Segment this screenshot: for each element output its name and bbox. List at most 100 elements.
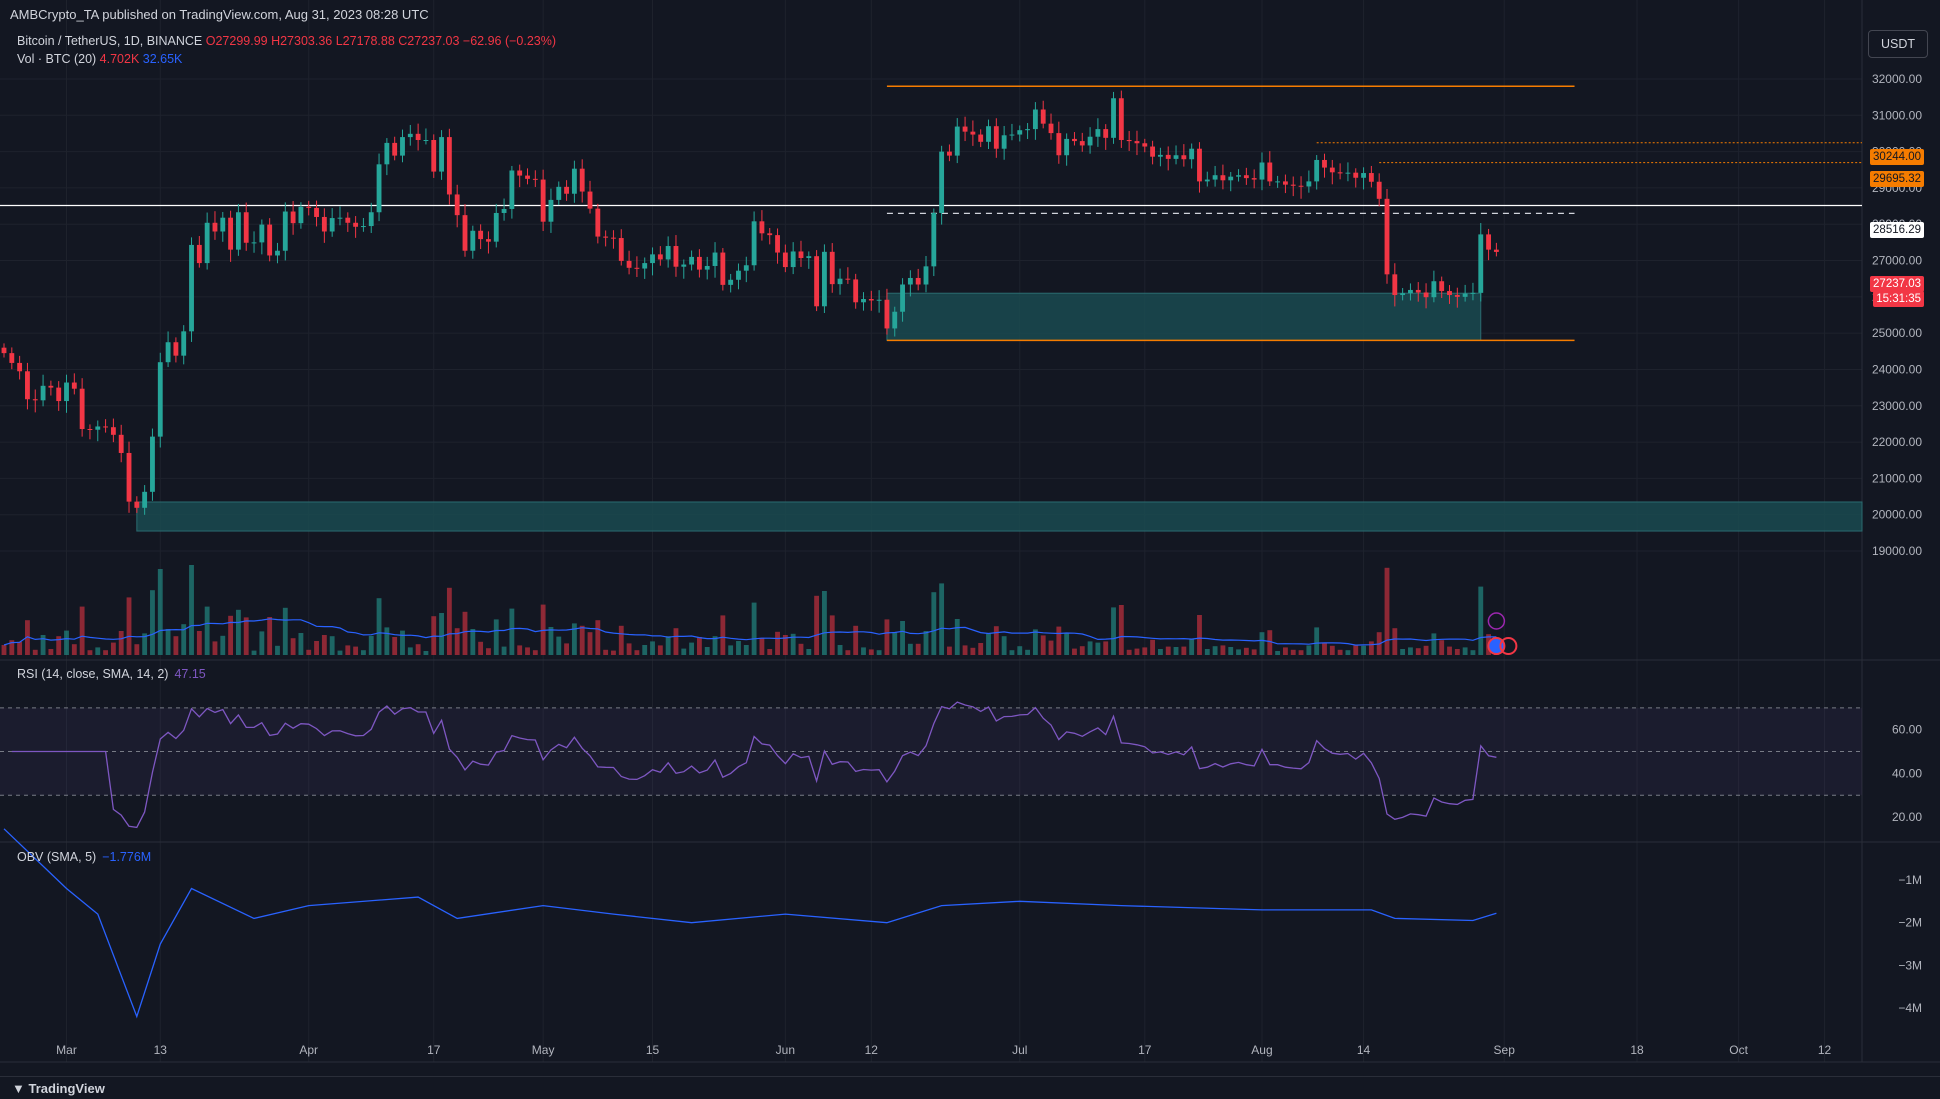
volume-bar [79, 606, 85, 655]
volume-bar [1408, 647, 1413, 655]
candle [822, 251, 827, 307]
candle [95, 426, 101, 430]
volume-bar [1329, 645, 1335, 655]
volume-bar [736, 641, 741, 655]
candle [1423, 292, 1429, 298]
candle [915, 277, 921, 285]
candle [87, 429, 93, 431]
candle [1072, 138, 1077, 142]
candle [1290, 184, 1296, 186]
volume-bar [603, 649, 609, 655]
volume-bar [1064, 633, 1070, 655]
currency-button[interactable]: USDT [1868, 30, 1928, 58]
volume-bar [1353, 645, 1359, 655]
candle [1228, 176, 1234, 181]
price-tick: 31000.00 [1872, 108, 1922, 122]
candle [345, 217, 351, 223]
volume-bar [876, 650, 882, 655]
volume-bar [1392, 628, 1398, 655]
candle [829, 251, 835, 285]
candle [1197, 148, 1202, 182]
candle [681, 264, 687, 267]
tradingview-logo[interactable]: ▼ TradingView [12, 1081, 105, 1096]
candle [1103, 129, 1109, 138]
candle [1025, 129, 1030, 131]
volume-bar [157, 569, 163, 655]
obv-tick: −3M [1898, 958, 1922, 972]
volume-bar [1431, 633, 1437, 655]
volume-bar [743, 645, 749, 655]
volume-bar [1439, 640, 1445, 655]
candle [282, 211, 288, 251]
candle [798, 251, 804, 258]
volume-bar [64, 630, 69, 655]
candle [1353, 172, 1359, 178]
candle [71, 382, 77, 389]
candle [110, 427, 116, 435]
candle [243, 212, 249, 243]
candle [1181, 155, 1187, 160]
volume-bar [337, 650, 343, 655]
candle [103, 426, 108, 428]
candle [48, 385, 54, 388]
volume-bar [1181, 646, 1187, 655]
candle [712, 252, 718, 266]
candle [868, 299, 874, 301]
volume-bar [900, 621, 905, 655]
volume-label: Vol · BTC (20) [17, 52, 97, 66]
countdown-label: 15:31:35 [1873, 291, 1924, 307]
date-tick: Sep [1494, 1043, 1516, 1057]
symbol-legend: Bitcoin / TetherUS, 1D, BINANCE O27299.9… [17, 34, 556, 48]
volume-bar [32, 649, 38, 655]
candle [525, 175, 530, 179]
volume-bar [478, 641, 484, 655]
candle [1032, 109, 1038, 130]
candle [689, 256, 695, 265]
volume-bar [173, 636, 179, 655]
volume-bar [845, 650, 851, 655]
candle [806, 256, 812, 258]
candle [564, 186, 569, 194]
volume-bar [618, 625, 624, 655]
candle [532, 178, 538, 180]
candle [931, 212, 937, 267]
candle [1173, 155, 1179, 159]
volume-bar [798, 643, 804, 655]
candle [1384, 198, 1390, 275]
volume-bar [1251, 649, 1257, 655]
candle [470, 230, 476, 251]
volume-bar [400, 630, 405, 655]
volume-bar [376, 598, 382, 655]
candle [1087, 136, 1093, 146]
candle [56, 387, 62, 402]
volume-bar [361, 650, 366, 655]
candle [673, 246, 679, 267]
candle [157, 362, 163, 437]
date-tick: 12 [865, 1043, 879, 1057]
volume-bar [1462, 647, 1468, 655]
volume-bar [1095, 642, 1101, 655]
volume-bar [579, 625, 585, 655]
volume-bar [1368, 641, 1374, 655]
volume-bar [392, 637, 398, 655]
volume-bar [407, 647, 413, 655]
candle [353, 222, 359, 227]
obv-legend: OBV (SMA, 5) −1.776M [17, 850, 151, 864]
ohlc-values: O27299.99 H27303.36 L27178.88 C27237.03 … [205, 34, 557, 48]
volume-bar [923, 631, 929, 655]
price-label-28516: 28516.29 [1870, 222, 1924, 238]
volume-bar [532, 650, 538, 655]
volume-bar [564, 643, 569, 655]
volume-bar [1298, 650, 1304, 655]
candle [1462, 293, 1468, 297]
candle [384, 142, 390, 165]
volume-bar [470, 629, 476, 655]
candle [314, 207, 319, 217]
candle [1493, 249, 1499, 252]
candle [415, 133, 421, 140]
candle [759, 221, 765, 234]
volume-bar [259, 631, 265, 655]
candle [728, 279, 734, 285]
candle [267, 224, 273, 256]
